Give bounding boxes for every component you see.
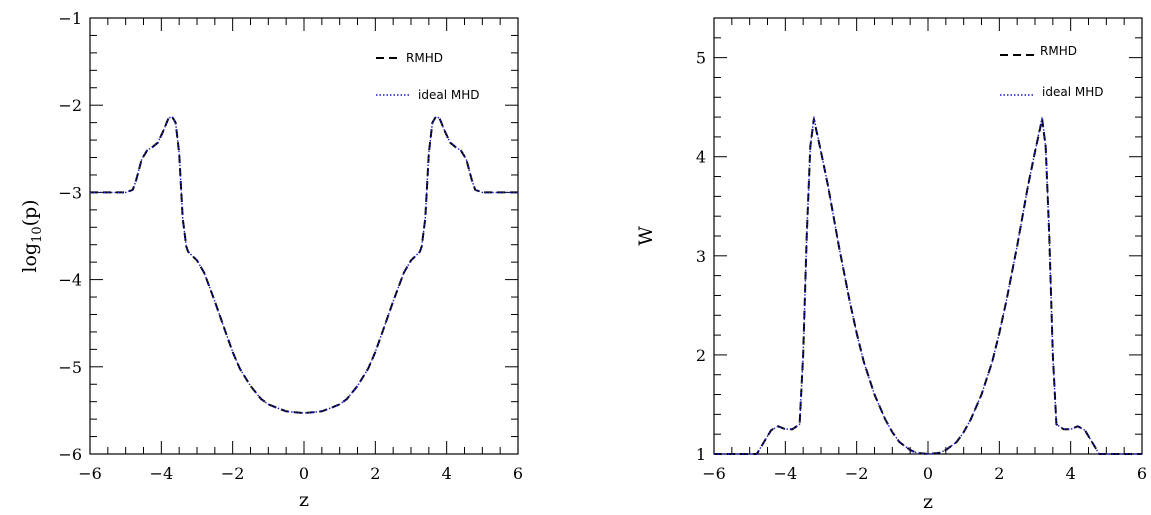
x-tick-labels: −6 −4 −2 0 2 4 6 bbox=[702, 464, 1147, 483]
y-tick-label: −2 bbox=[58, 96, 82, 115]
plot-frame bbox=[713, 17, 1143, 455]
x-tick-label: −4 bbox=[774, 464, 798, 483]
legend-label-ideal-mhd: ideal MHD bbox=[418, 88, 479, 102]
x-tick-label: 4 bbox=[1066, 464, 1076, 483]
x-tick-label: 0 bbox=[923, 464, 933, 483]
x-tick-label: −4 bbox=[150, 464, 174, 483]
y-tick-labels: 1 2 3 4 5 bbox=[696, 49, 706, 464]
y-axis-label: W bbox=[635, 226, 657, 246]
chart-right: −6 −4 −2 0 2 4 6 1 2 3 4 5 RMHD ideal MHD z W bbox=[635, 17, 1147, 513]
legend: RMHD ideal MHD bbox=[1000, 44, 1103, 99]
x-tick-label: 6 bbox=[1137, 464, 1147, 483]
x-tick-label: −2 bbox=[845, 464, 869, 483]
legend: RMHD ideal MHD bbox=[376, 51, 479, 102]
series-line-ideal-mhd bbox=[714, 116, 1142, 455]
x-tick-labels: −6 −4 −2 0 2 4 6 bbox=[78, 464, 523, 483]
x-axis-label: z bbox=[299, 489, 309, 511]
legend-label-rmhd: RMHD bbox=[406, 51, 443, 65]
y-tick-label: 3 bbox=[696, 247, 706, 266]
tick-marks bbox=[89, 17, 519, 455]
y-tick-labels: −6 −5 −4 −3 −2 −1 bbox=[58, 9, 82, 464]
y-tick-label: −4 bbox=[58, 271, 82, 290]
series-line-ideal-mhd bbox=[90, 115, 518, 414]
series-line-rmhd bbox=[90, 115, 518, 415]
y-axis-label: log10(p) bbox=[19, 199, 45, 272]
y-tick-label: −5 bbox=[58, 358, 82, 377]
x-tick-label: 4 bbox=[442, 464, 452, 483]
legend-label-rmhd: RMHD bbox=[1040, 44, 1077, 58]
chart-left: −6 −4 −2 0 2 4 6 −6 −5 −4 −3 −2 −1 RMHD ideal MHD z… bbox=[19, 9, 523, 511]
y-tick-label: 2 bbox=[696, 346, 706, 365]
x-tick-label: 6 bbox=[513, 464, 523, 483]
y-tick-label: 4 bbox=[696, 148, 706, 167]
x-tick-label: 2 bbox=[994, 464, 1004, 483]
x-tick-label: −6 bbox=[78, 464, 102, 483]
tick-marks bbox=[713, 17, 1143, 455]
series-lines bbox=[714, 116, 1142, 455]
x-tick-label: −6 bbox=[702, 464, 726, 483]
y-tick-label: −1 bbox=[58, 9, 82, 28]
y-tick-label: 5 bbox=[696, 49, 706, 68]
y-tick-label: 1 bbox=[696, 445, 706, 464]
x-tick-label: −2 bbox=[221, 464, 245, 483]
y-tick-label: −6 bbox=[58, 445, 82, 464]
x-tick-label: 0 bbox=[299, 464, 309, 483]
x-axis-label: z bbox=[923, 491, 933, 513]
y-tick-label: −3 bbox=[58, 183, 82, 202]
series-lines bbox=[90, 115, 518, 415]
series-line-rmhd bbox=[714, 118, 1142, 455]
legend-label-ideal-mhd: ideal MHD bbox=[1042, 85, 1103, 99]
x-tick-label: 2 bbox=[370, 464, 380, 483]
plot-frame bbox=[89, 17, 519, 455]
